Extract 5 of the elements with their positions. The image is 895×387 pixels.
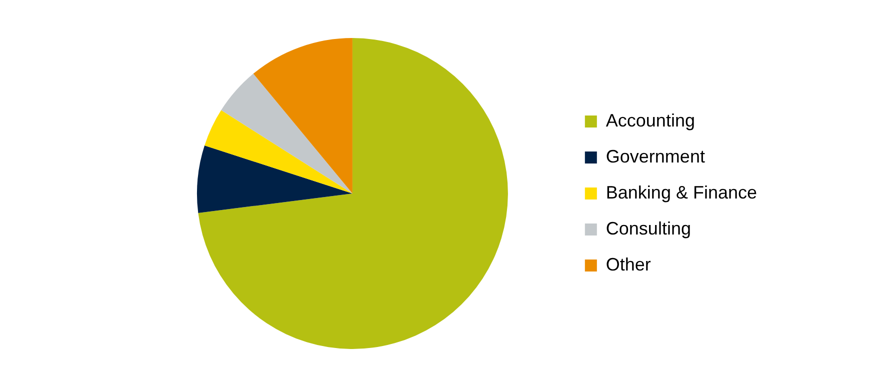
- legend-label: Consulting: [606, 218, 691, 238]
- legend-label: Banking & Finance: [606, 182, 757, 202]
- legend-label: Government: [606, 146, 705, 166]
- legend-label: Accounting: [606, 110, 695, 130]
- legend-label: Other: [606, 254, 651, 274]
